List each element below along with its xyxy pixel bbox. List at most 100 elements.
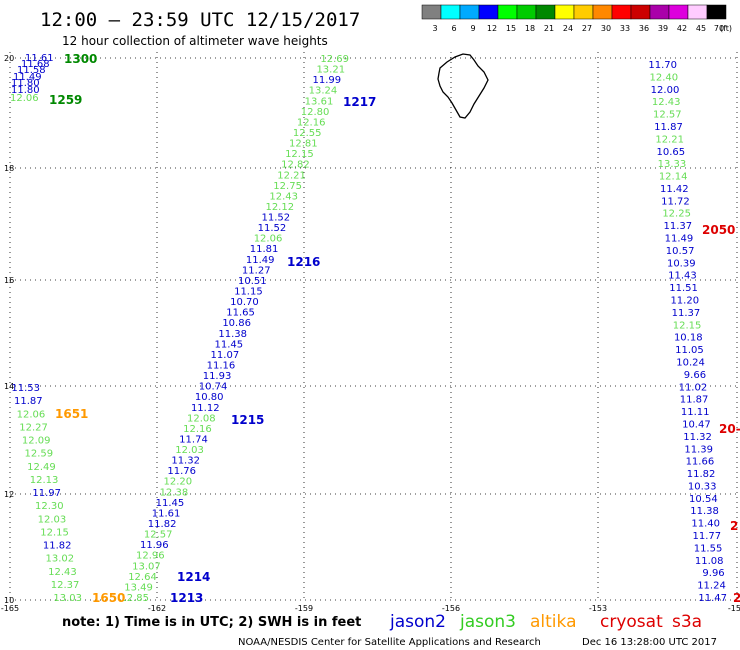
longitude-tick: -156 xyxy=(442,604,460,613)
longitude-tick: -153 xyxy=(589,604,607,613)
pass-label-1215: 1215 xyxy=(231,413,264,427)
swh-value: 12.43 xyxy=(48,567,77,578)
swh-value: 12.57 xyxy=(144,530,173,541)
swh-value: 11.49 xyxy=(13,72,42,83)
swh-value: 10.18 xyxy=(674,333,703,344)
scale-swatch xyxy=(516,4,537,20)
swh-value: 11.72 xyxy=(661,196,690,207)
scale-label: 33 xyxy=(620,24,630,33)
swh-value: 10.39 xyxy=(667,258,696,269)
swh-value: 11.97 xyxy=(32,488,61,499)
legend-s3a: s3a xyxy=(672,612,702,632)
swh-value: 9.96 xyxy=(702,568,724,579)
swh-value: 12.14 xyxy=(659,172,688,183)
swh-value: 10.57 xyxy=(666,246,695,257)
swh-value: 12.20 xyxy=(163,477,192,488)
track-left: 11.53 11.87 12.06 12.27 12.09 12.59 12.49 12.13… xyxy=(11,383,82,604)
longitude-tick: -165 xyxy=(1,604,19,613)
swh-value: 12.40 xyxy=(650,72,679,83)
pass-label-1217: 1217 xyxy=(343,95,376,109)
swh-value: 11.96 xyxy=(140,540,169,551)
page-title: 12:00 – 23:59 UTC 12/15/2017 xyxy=(40,9,360,31)
swh-value: 12.08 xyxy=(187,413,216,424)
scale-label: 42 xyxy=(677,24,687,33)
swh-value: 12.96 xyxy=(136,551,165,562)
swh-value: 11.40 xyxy=(691,519,720,530)
pass-label-1213: 1213 xyxy=(170,591,203,605)
swh-value: 10.86 xyxy=(222,318,251,329)
pass-label-1214: 1214 xyxy=(177,570,210,584)
swh-value: 13.21 xyxy=(316,65,345,76)
swh-value: 11.52 xyxy=(258,223,287,234)
scale-swatch xyxy=(668,4,689,20)
scale-swatch xyxy=(440,4,461,20)
swh-value: 11.05 xyxy=(675,345,704,356)
swh-value: 10.80 xyxy=(195,392,224,403)
longitude-tick: -150 xyxy=(728,604,740,613)
track-1217: 12.6913.2111.9913.2413.6112.8012.1612.55… xyxy=(120,54,349,604)
track-right: 11.7012.4012.0012.4312.5711.8712.2110.65… xyxy=(648,60,727,604)
swh-value: 11.02 xyxy=(679,382,708,393)
swh-value: 12.49 xyxy=(27,462,56,473)
swh-value: 11.39 xyxy=(684,444,713,455)
swh-value: 11.82 xyxy=(43,541,72,552)
swh-value: 12.21 xyxy=(277,170,306,181)
grid-lines xyxy=(9,52,738,601)
pass-label-1650: 1650 xyxy=(92,591,125,605)
pass-label-1259: 1259 xyxy=(49,93,82,107)
swh-value: 13.03 xyxy=(53,593,82,604)
swh-value: 13.07 xyxy=(132,561,161,572)
scale-label: 30 xyxy=(601,24,611,33)
swh-value: 13.24 xyxy=(309,86,338,97)
scale-swatch xyxy=(687,4,708,20)
swh-value: 11.87 xyxy=(654,122,683,133)
swh-value: 10.70 xyxy=(230,297,259,308)
latitude-tick: 16 xyxy=(4,276,14,285)
swh-value: 13.49 xyxy=(124,582,153,593)
swh-value: 11.70 xyxy=(648,60,677,71)
swh-value: 13.33 xyxy=(658,159,687,170)
swh-value: 12.59 xyxy=(24,449,53,460)
swh-value: 12.15 xyxy=(673,320,702,331)
hawaii-island-outline xyxy=(437,53,489,119)
scale-swatch xyxy=(630,4,651,20)
swh-value: 11.61 xyxy=(152,508,181,519)
swh-value: 11.61 xyxy=(25,53,54,64)
swh-value: 12.43 xyxy=(652,97,681,108)
scale-label: 27 xyxy=(582,24,592,33)
pass-label-2050: 2050 xyxy=(702,223,735,237)
swh-value: 13.02 xyxy=(45,554,74,565)
swh-value: 11.52 xyxy=(262,213,291,224)
color-scale: 3 6 9 12 15 18 21 24 27 30 33 36 39 42 45 70(ft) xyxy=(421,4,732,33)
swh-value: 11.74 xyxy=(179,434,208,445)
swh-value: 11.99 xyxy=(313,75,342,86)
swh-value: 10.24 xyxy=(676,357,705,368)
scale-swatch xyxy=(554,4,575,20)
swh-value: 12.55 xyxy=(293,128,322,139)
scale-swatch xyxy=(592,4,613,20)
scale-swatch xyxy=(611,4,632,20)
swh-value: 11.76 xyxy=(167,466,196,477)
latitude-tick: 20 xyxy=(4,54,14,63)
swh-value: 11.45 xyxy=(156,498,185,509)
scale-label: 18 xyxy=(525,24,535,33)
swh-value: 11.32 xyxy=(683,432,712,443)
swh-value: 12.16 xyxy=(183,424,212,435)
swh-value: 10.54 xyxy=(689,494,718,505)
swh-value: 12.75 xyxy=(273,181,302,192)
swh-value: 11.47 xyxy=(698,593,727,604)
swh-value: 12.00 xyxy=(651,85,680,96)
longitude-tick: -162 xyxy=(148,604,166,613)
plot-area: -165 -162 -159 -156 -153 -150 20 18 16 14 12 10 xyxy=(1,52,740,613)
swh-value: 11.32 xyxy=(171,456,200,467)
scale-label: 6 xyxy=(451,24,456,33)
scale-label: 12 xyxy=(487,24,497,33)
swh-value: 13.61 xyxy=(305,96,334,107)
scale-label: 15 xyxy=(506,24,516,33)
swh-value: 11.11 xyxy=(681,407,710,418)
scale-swatch xyxy=(421,4,442,20)
swh-value: 12.57 xyxy=(653,110,682,121)
swh-value: 12.82 xyxy=(281,160,310,171)
swh-value: 12.81 xyxy=(289,139,318,150)
swh-value: 11.81 xyxy=(250,244,279,255)
